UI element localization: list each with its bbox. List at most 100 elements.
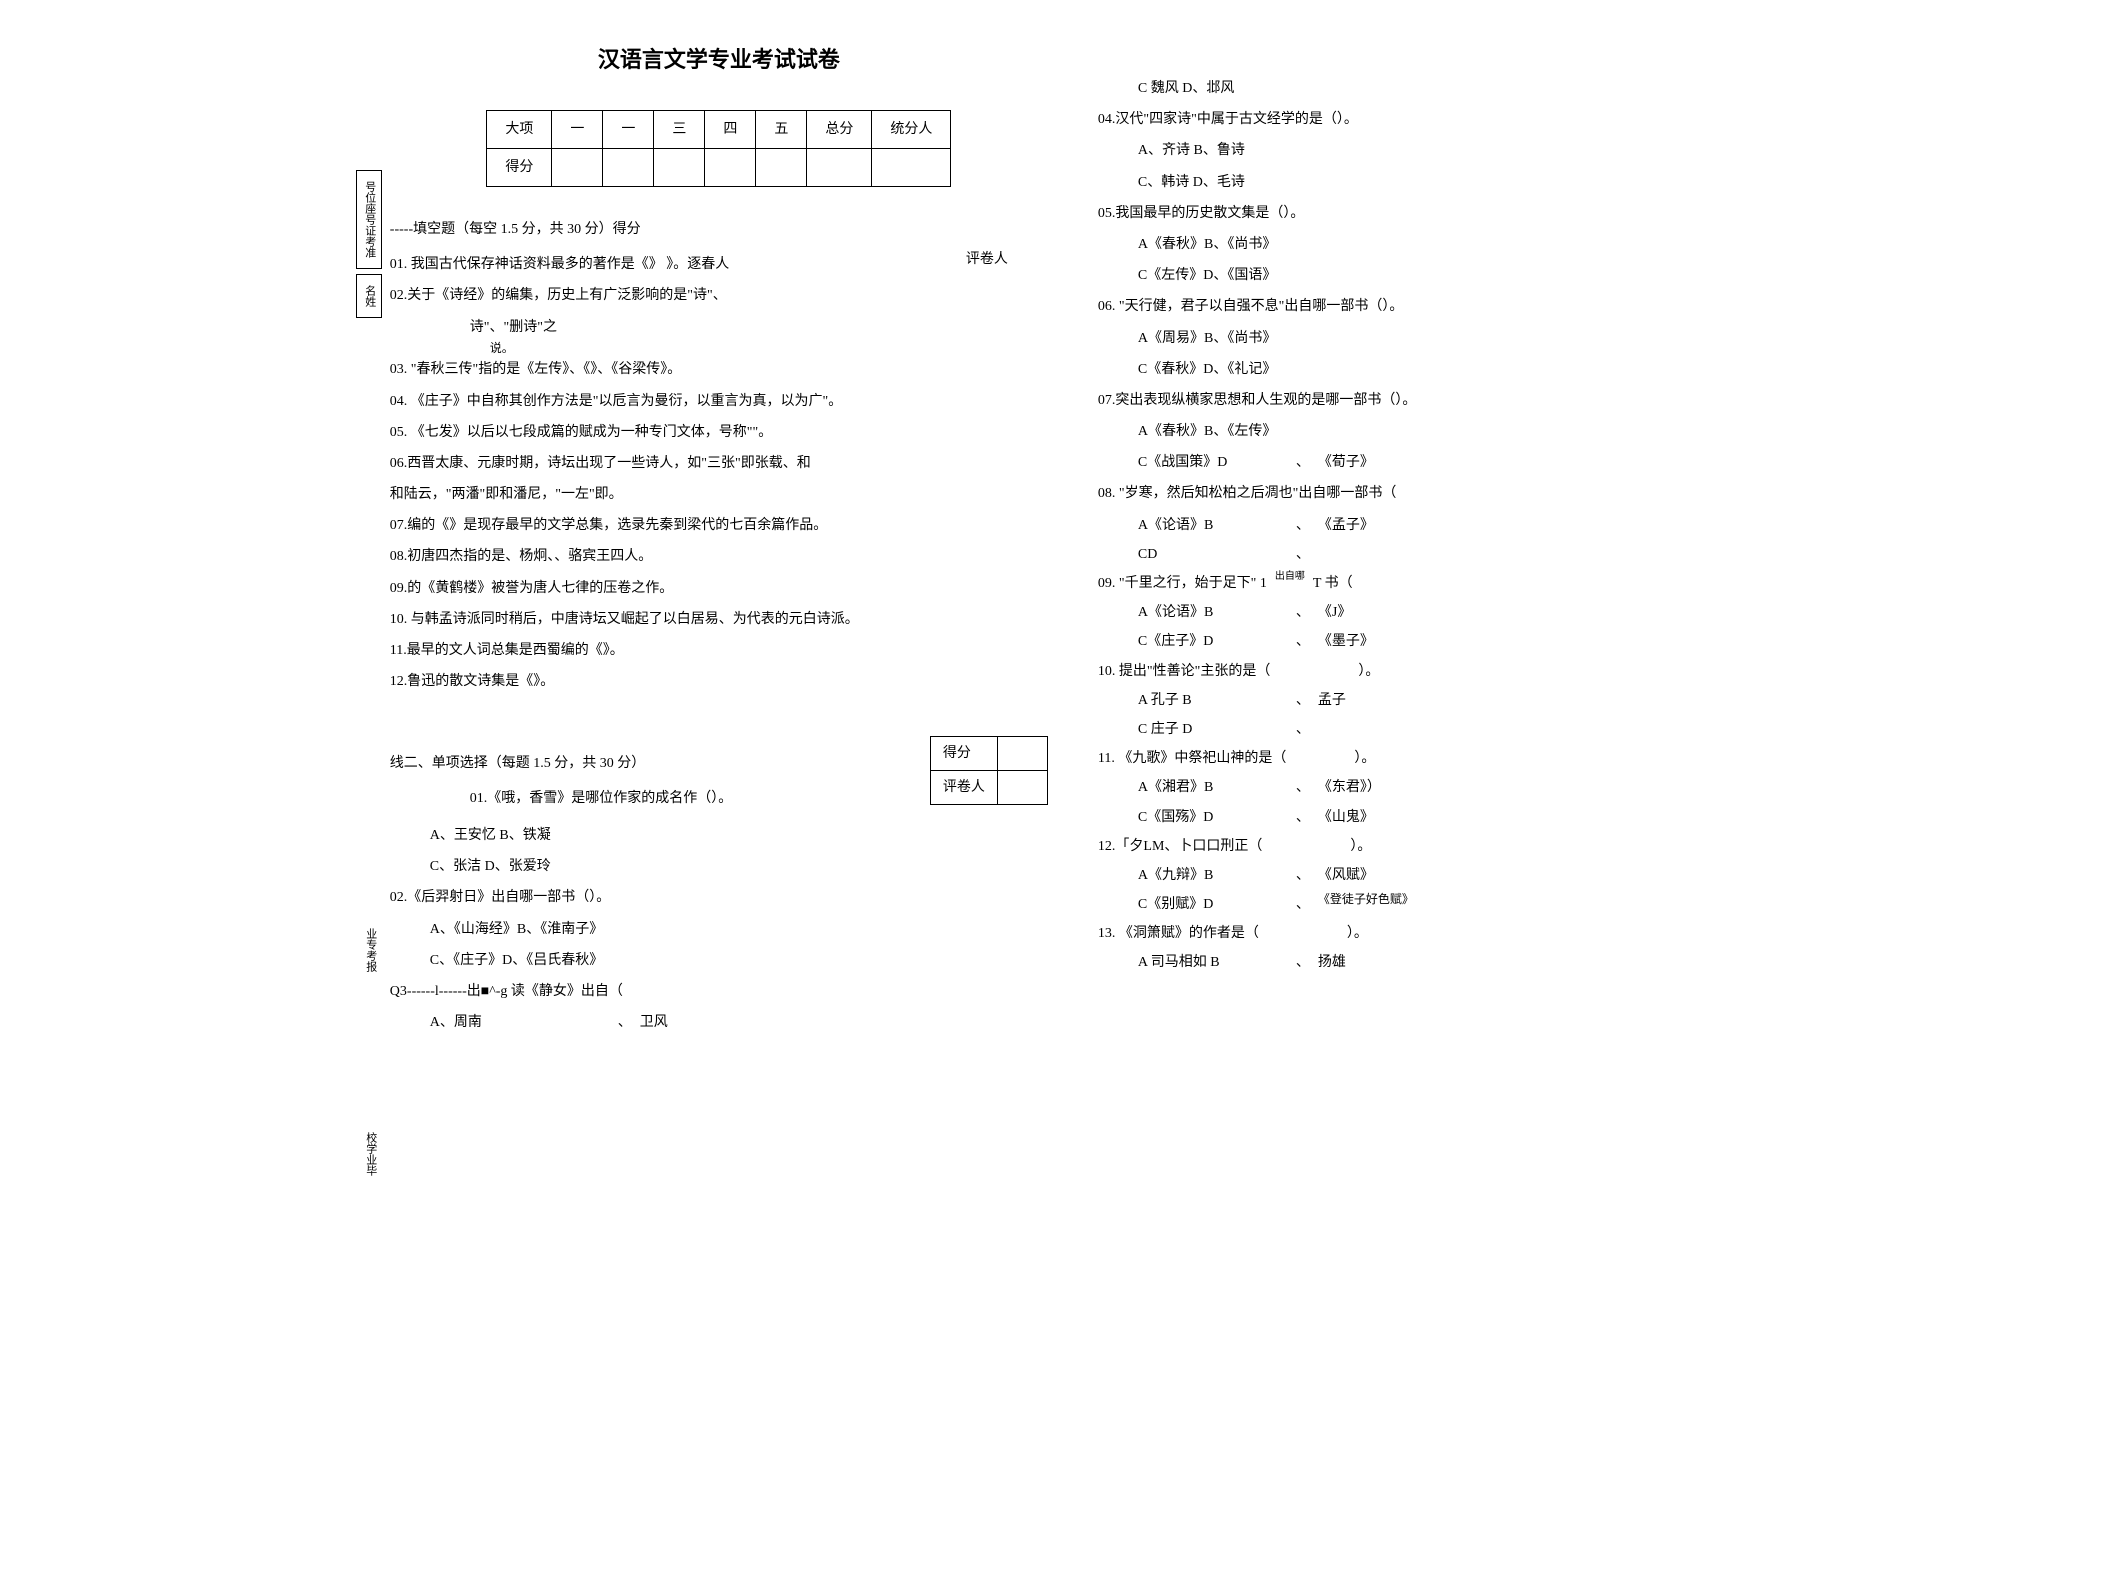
- score-cell: [807, 148, 872, 186]
- sep: 、: [1296, 542, 1310, 567]
- side-label-2: 业专考报: [356, 918, 382, 982]
- q-c2-04a: A、齐诗 B、鲁诗: [1098, 138, 1756, 163]
- q-c2-07a: A《春秋》B、《左传》: [1098, 419, 1756, 444]
- sep: 、: [1296, 513, 1310, 538]
- score-header: 一: [552, 110, 603, 148]
- q-s1-05: 05. 《七发》以后以七段成篇的赋成为一种专门文体，号称""。: [390, 420, 1048, 445]
- q-c2-09: 09. "千里之行，始于足下" 1: [1098, 571, 1267, 596]
- q-s2-01a: A、王安忆 B、铁凝: [390, 823, 1048, 848]
- sep: 、: [1296, 863, 1310, 888]
- score-cell: [872, 148, 951, 186]
- q-c2-13: 13. 《洞箫赋》的作者是（: [1098, 921, 1259, 946]
- sep: 、: [1296, 892, 1310, 917]
- q-c2-13ab: 扬雄: [1318, 950, 1346, 975]
- q-c2-11end: ）。: [1354, 746, 1375, 771]
- q-s1-02c: 说。: [390, 338, 1048, 360]
- section2-score-box: 得分 评卷人: [930, 736, 1048, 805]
- q-s1-07: 07.编的《》是现存最早的文学总集，选录先秦到梁代的七百余篇作品。: [390, 513, 1048, 538]
- q-c2-09end: T 书（: [1313, 571, 1353, 596]
- q-c2-10a: A 孔子 B: [1138, 688, 1288, 713]
- score-header: 三: [654, 110, 705, 148]
- q-s1-06: 06.西晋太康、元康时期，诗坛出现了一些诗人，如"三张"即张载、和: [390, 451, 1048, 476]
- q-c2-05a: A《春秋》B、《尚书》: [1098, 232, 1756, 257]
- q-c2-03c: C 魏风 D、邶风: [1098, 76, 1756, 101]
- q-c2-12a: A《九辩》B: [1138, 863, 1288, 888]
- sep: 、: [1296, 629, 1310, 654]
- score-cell: [552, 148, 603, 186]
- q-s1-06b: 和陆云，"两潘"即和潘尼，"一左"即。: [390, 482, 1048, 507]
- page-title: 汉语言文学专业考试试卷: [390, 40, 1048, 80]
- score-header: 四: [705, 110, 756, 148]
- q-c2-11: 11. 《九歌》中祭祀山神的是（: [1098, 746, 1286, 771]
- q-s1-12: 12.鲁迅的散文诗集是《》。: [390, 669, 1048, 694]
- sep: 、: [618, 1010, 632, 1035]
- q-c2-06a: A《周易》B、《尚书》: [1098, 326, 1756, 351]
- score-table: 大项 一 一 三 四 五 总分 统分人 得分: [486, 110, 951, 187]
- q-c2-13a: A 司马相如 B: [1138, 950, 1288, 975]
- score-cell: [654, 148, 705, 186]
- reviewer-label: 评卷人: [966, 247, 1008, 272]
- score-cell: [705, 148, 756, 186]
- score-header: 总分: [807, 110, 872, 148]
- side-label-3: 校学业毕: [356, 1122, 382, 1186]
- sep: 、: [1296, 805, 1310, 830]
- score-cell: [756, 148, 807, 186]
- q-s1-01: 01. 我国古代保存神话资料最多的著作是《》 》。逐春人: [390, 252, 1048, 277]
- sep: 、: [1296, 950, 1310, 975]
- q-c2-08: 08. "岁寒，然后知松柏之后凋也"出自哪一部书（: [1098, 481, 1756, 506]
- q-c2-06c: C《春秋》D、《礼记》: [1098, 357, 1756, 382]
- q-s1-02: 02.关于《诗经》的编集，历史上有广泛影响的是"诗"、: [390, 283, 1048, 308]
- q-s1-02b: 诗"、"删诗"之: [390, 315, 1048, 340]
- score-label: 得分: [930, 736, 997, 770]
- q-s2-03b: 卫风: [640, 1010, 668, 1035]
- q-c2-09cb: 《墨子》: [1318, 629, 1374, 654]
- q-c2-10end: ）。: [1358, 659, 1379, 684]
- q-c2-11a: A《湘君》B: [1138, 775, 1288, 800]
- q-c2-05c: C《左传》D、《国语》: [1098, 263, 1756, 288]
- q-c2-10ab: 孟子: [1318, 688, 1346, 713]
- sep: 、: [1296, 600, 1310, 625]
- q-c2-09mid: 出自哪: [1275, 571, 1305, 596]
- reviewer-label: 评卷人: [930, 770, 997, 804]
- score-row-label: 得分: [487, 148, 552, 186]
- q-c2-08b: 《孟子》: [1318, 513, 1374, 538]
- q-c2-08c: CD: [1138, 542, 1288, 567]
- q-c2-07c: C《战国策》D: [1138, 450, 1288, 475]
- q-c2-05: 05.我国最早的历史散文集是（）。: [1098, 201, 1756, 226]
- q-c2-11cb: 《山鬼》: [1318, 805, 1374, 830]
- q-c2-08a: A《论语》B: [1138, 513, 1288, 538]
- q-c2-12end: ）。: [1350, 834, 1371, 859]
- q-c2-10: 10. 提出"性善论"主张的是（: [1098, 659, 1270, 684]
- q-s2-02c: C、《庄子》D、《吕氏春秋》: [390, 948, 1048, 973]
- side-label-1b: 名姓: [356, 274, 382, 318]
- q-c2-07d: 《荀子》: [1318, 450, 1374, 475]
- score-header: 五: [756, 110, 807, 148]
- score-header: 一: [603, 110, 654, 148]
- q-c2-11ab: 《东君》）: [1318, 775, 1381, 800]
- score-header: 统分人: [872, 110, 951, 148]
- q-c2-11c: C《国殇》D: [1138, 805, 1288, 830]
- q-s1-09: 09.的《黄鹤楼》被誉为唐人七律的压卷之作。: [390, 576, 1048, 601]
- q-s1-04: 04. 《庄子》中自称其创作方法是"以卮言为曼衍，以重言为真，以为广"。: [390, 389, 1048, 414]
- sep: 、: [1296, 688, 1310, 713]
- q-c2-09ab: 《J》: [1318, 600, 1351, 625]
- sep: 、: [1296, 775, 1310, 800]
- q-s1-10: 10. 与韩孟诗派同时稍后，中唐诗坛又崛起了以白居易、为代表的元白诗派。: [390, 607, 1048, 632]
- q-c2-06: 06. "天行健，君子以自强不息"出自哪一部书（）。: [1098, 294, 1756, 319]
- q-c2-07: 07.突出表现纵横家思想和人生观的是哪一部书（）。: [1098, 388, 1756, 413]
- q-s2-01c: C、张洁 D、张爱玲: [390, 854, 1048, 879]
- q-c2-12: 12.「夕LM、卜口口刑正（: [1098, 834, 1263, 859]
- q-c2-12cb: 《登徒子好色赋》: [1318, 892, 1414, 917]
- q-s1-11: 11.最早的文人词总集是西蜀编的《》。: [390, 638, 1048, 663]
- section1-header: -----填空题（每空 1.5 分，共 30 分）得分: [390, 217, 1048, 242]
- q-s2-03a: A、周南: [430, 1010, 610, 1035]
- q-c2-12c: C《别赋》D: [1138, 892, 1288, 917]
- score-header: 大项: [487, 110, 552, 148]
- q-c2-04c: C、韩诗 D、毛诗: [1098, 170, 1756, 195]
- q-c2-09a: A《论语》B: [1138, 600, 1288, 625]
- q-c2-13end: ）。: [1347, 921, 1368, 946]
- score-cell: [997, 736, 1047, 770]
- sep: 、: [1296, 450, 1310, 475]
- sep: 、: [1296, 717, 1310, 742]
- q-c2-04: 04.汉代"四家诗"中属于古文经学的是（）。: [1098, 107, 1756, 132]
